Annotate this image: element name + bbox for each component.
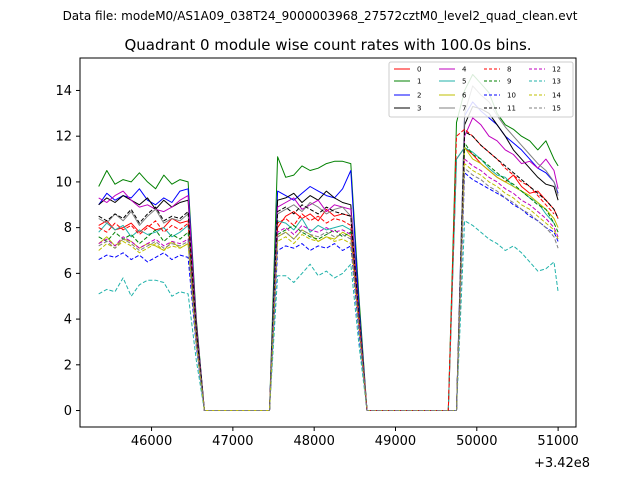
legend-label-14: 14	[552, 92, 561, 100]
x-tick-label: 46000	[131, 434, 172, 449]
x-tick-label: 51000	[537, 434, 578, 449]
series-line-4	[98, 117, 559, 411]
legend-label-15: 15	[552, 105, 561, 113]
series-line-9	[98, 142, 559, 411]
y-tick-label: 8	[64, 221, 72, 236]
x-tick-label: 47000	[212, 434, 253, 449]
y-tick-label: 14	[55, 84, 72, 99]
legend-label-6: 6	[462, 92, 467, 100]
legend-label-7: 7	[462, 105, 466, 113]
legend-label-3: 3	[417, 105, 421, 113]
y-tick-label: 10	[55, 175, 72, 190]
chart-suptitle: Data file: modeM0/AS1A09_038T24_90000039…	[63, 9, 578, 23]
y-tick-label: 6	[64, 267, 72, 282]
legend-label-13: 13	[552, 78, 561, 86]
legend-label-8: 8	[507, 66, 511, 74]
x-offset-label: +3.42e8	[534, 456, 590, 471]
series-line-10	[98, 172, 559, 411]
series-layer	[98, 74, 559, 411]
y-tick-label: 12	[55, 130, 72, 145]
chart-title: Quadrant 0 module wise count rates with …	[124, 36, 531, 54]
legend-label-1: 1	[417, 78, 421, 86]
series-line-12	[98, 158, 559, 411]
x-tick-label: 49000	[375, 434, 416, 449]
legend-label-4: 4	[462, 66, 467, 74]
legend-label-10: 10	[507, 92, 516, 100]
series-line-13	[98, 220, 559, 411]
legend-box	[388, 61, 574, 118]
series-line-14	[98, 163, 559, 411]
series-line-15	[98, 167, 559, 411]
legend-label-9: 9	[507, 78, 511, 86]
series-line-8	[98, 128, 555, 411]
legend-label-5: 5	[462, 78, 466, 86]
series-line-11	[98, 131, 559, 411]
series-line-6	[98, 147, 559, 411]
y-tick-label: 4	[64, 313, 72, 328]
series-line-1	[98, 74, 559, 411]
y-tick-label: 0	[64, 404, 72, 419]
axis-layer: 46000 47000 48000 49000 50000 51000 0 2 4 6 8 10 12 1…	[55, 84, 578, 449]
x-tick-label: 48000	[293, 434, 334, 449]
plot-frame	[79, 57, 577, 428]
legend-label-11: 11	[507, 105, 516, 113]
legend-label-12: 12	[552, 66, 561, 74]
legend-label-2: 2	[417, 92, 421, 100]
legend-label-0: 0	[417, 66, 421, 74]
series-line-0	[98, 147, 559, 411]
x-tick-label: 50000	[456, 434, 497, 449]
series-line-5	[98, 147, 555, 411]
y-tick-label: 2	[64, 358, 72, 373]
